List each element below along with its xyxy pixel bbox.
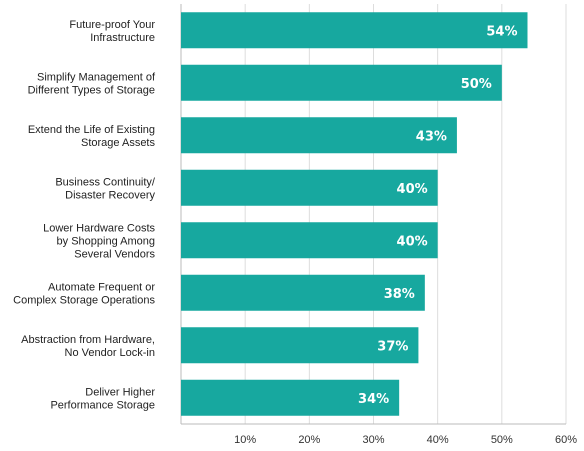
category-label: Automate Frequent or Complex Storage Oper… — [13, 281, 155, 306]
bar — [181, 12, 528, 49]
bars: 54% 50% 43% 40% 40% 38% 37% 34% — [181, 12, 528, 416]
bar-value-label: 43% — [416, 129, 447, 144]
category-label: Extend the Life of Existing Storage Asset… — [28, 124, 156, 149]
bar-value-label: 34% — [358, 392, 389, 407]
bar-value-label: 54% — [486, 24, 517, 39]
x-tick-label: 10% — [234, 434, 256, 446]
bar-value-label: 40% — [397, 182, 428, 197]
category-label: Lower Hardware Costs by Shopping Among Sev… — [43, 222, 155, 260]
bar — [181, 274, 425, 311]
category-label: Business Continuity/Disaster Recovery — [55, 176, 156, 201]
bar-value-label: 37% — [377, 339, 408, 354]
category-label: Abstraction from Hardware, No Vendor Lock… — [21, 334, 155, 359]
x-tick-label: 30% — [362, 434, 384, 446]
x-tick-label: 50% — [491, 434, 513, 446]
bar — [181, 169, 438, 206]
x-tick-label: 60% — [555, 434, 577, 446]
bar-value-label: 38% — [384, 287, 415, 302]
category-labels: Future-proof Your Infrastructure Simplify … — [13, 19, 156, 412]
bar-value-label: 40% — [397, 234, 428, 249]
bar-value-label: 50% — [461, 77, 492, 92]
bar — [181, 222, 438, 259]
bar — [181, 64, 502, 101]
bar — [181, 117, 457, 154]
category-label: Deliver Higher Performance Storage — [50, 386, 155, 411]
x-tick-label: 20% — [298, 434, 320, 446]
x-tick-label: 40% — [427, 434, 449, 446]
x-axis-ticks: 10% 20% 30% 40% 50% 60% — [234, 434, 577, 446]
bar — [181, 379, 400, 416]
category-label: Simplify Management of Different Types of… — [28, 71, 156, 96]
bar — [181, 327, 419, 364]
category-label: Future-proof Your Infrastructure — [69, 19, 155, 44]
